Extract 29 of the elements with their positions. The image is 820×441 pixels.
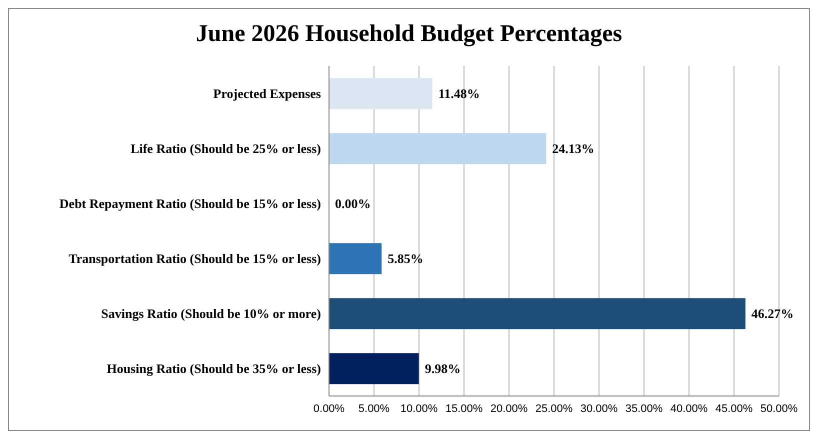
bar (329, 298, 746, 330)
data-label: 0.00% (335, 196, 371, 212)
data-label: 24.13% (552, 141, 594, 156)
x-tick-label: 25.00% (535, 402, 573, 415)
y-tick-label: Life Ratio (Should be 25% or less) (130, 141, 321, 156)
y-tick-label: Projected Expenses (213, 86, 321, 102)
bar (329, 78, 432, 110)
bar (329, 133, 546, 164)
x-tick-label: 40.00% (670, 402, 708, 415)
x-tick-label: 30.00% (580, 402, 618, 415)
data-label: 11.48% (438, 86, 480, 102)
x-tick-label: 35.00% (625, 402, 663, 415)
x-tick-label: 0.00% (313, 402, 345, 415)
y-tick-label: Savings Ratio (Should be 10% or more) (101, 306, 321, 322)
y-tick-label: Housing Ratio (Should be 35% or less) (106, 361, 321, 376)
data-label: 5.85% (388, 251, 424, 266)
y-tick-label: Debt Repayment Ratio (Should be 15% or less) (59, 196, 321, 212)
x-tick-label: 45.00% (715, 402, 753, 415)
data-label: 9.98% (424, 361, 461, 376)
x-tick-label: 10.00% (400, 402, 438, 415)
x-tick-label: 15.00% (445, 402, 483, 415)
y-tick-label: Transportation Ratio (Should be 15% or less) (68, 251, 321, 266)
chart-title: June 2026 Household Budget Percentages (194, 20, 624, 49)
data-label: 46.27% (751, 306, 794, 322)
bar (329, 243, 382, 274)
x-tick-label: 20.00% (490, 402, 528, 415)
x-tick-label: 50.00% (760, 402, 798, 415)
x-tick-label: 5.00% (358, 402, 390, 415)
bar (329, 353, 419, 384)
